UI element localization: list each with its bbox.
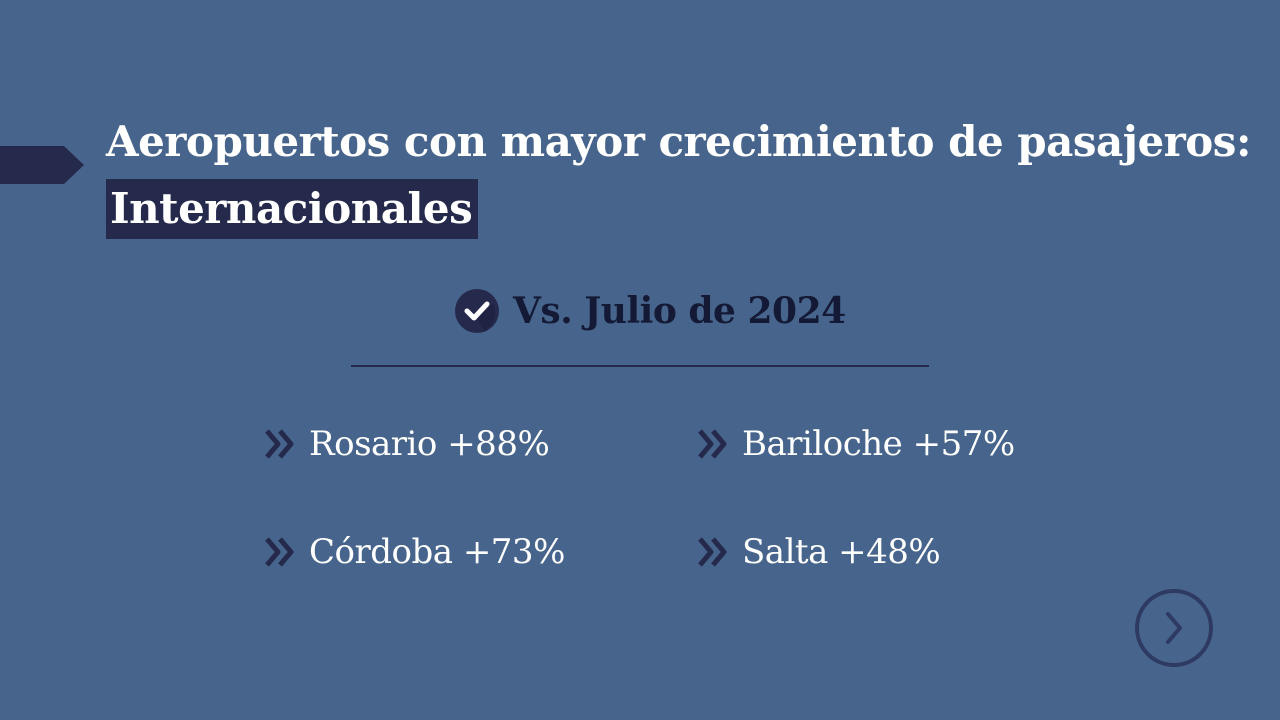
list-item: Córdoba +73% bbox=[263, 527, 565, 577]
double-chevron-right-icon bbox=[265, 429, 294, 459]
double-chevron-right-icon bbox=[698, 537, 727, 567]
list-item-label: Córdoba +73% bbox=[309, 532, 565, 572]
list-item: Salta +48% bbox=[696, 527, 941, 577]
list-item: Bariloche +57% bbox=[696, 419, 1015, 469]
next-slide-button[interactable] bbox=[1134, 588, 1214, 668]
list-item-label: Rosario +88% bbox=[309, 424, 550, 464]
chevron-right-circle-icon bbox=[1135, 589, 1213, 667]
slide-title: Aeropuertos con mayor crecimiento de pas… bbox=[106, 117, 1251, 166]
check-circle-icon bbox=[455, 289, 499, 333]
list-item-label: Bariloche +57% bbox=[742, 424, 1015, 464]
list-item: Rosario +88% bbox=[263, 419, 550, 469]
double-chevron-right-icon bbox=[698, 429, 727, 459]
side-tab-decoration bbox=[0, 146, 84, 184]
divider bbox=[351, 365, 929, 367]
slide-title-highlight: Internacionales bbox=[106, 179, 479, 239]
comparison-subtitle-text: Vs. Julio de 2024 bbox=[513, 290, 846, 332]
comparison-subtitle: Vs. Julio de 2024 bbox=[455, 286, 846, 336]
double-chevron-right-icon bbox=[265, 537, 294, 567]
list-item-label: Salta +48% bbox=[742, 532, 941, 572]
